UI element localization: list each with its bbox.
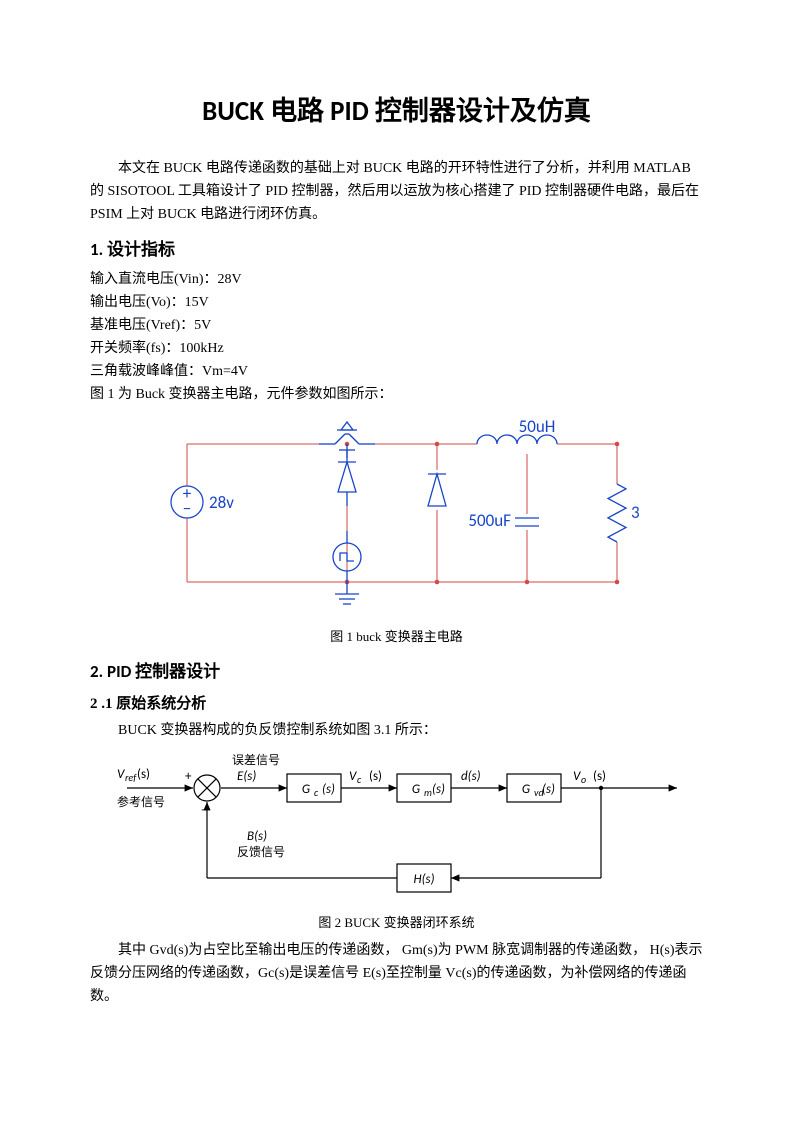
svg-text:500uF: 500uF — [468, 510, 511, 531]
bottom-paragraph: 其中 Gvd(s)为占空比至输出电压的传递函数， Gm(s)为 PWM 脉宽调制… — [90, 939, 703, 1008]
figure2-caption: 图 2 BUCK 变换器闭环系统 — [90, 912, 703, 933]
svg-text:误差信号: 误差信号 — [232, 753, 280, 768]
svg-text:(s): (s) — [137, 767, 150, 782]
section2-heading: 2. PID 控制器设计 — [90, 658, 703, 686]
svg-text:+: + — [185, 769, 192, 784]
spec-line: 三角载波峰峰值：Vm=4V — [90, 360, 703, 383]
section2-1-heading: 2 .1 原始系统分析 — [90, 692, 703, 717]
svg-text:(s): (s) — [593, 769, 606, 784]
spec-line: 图 1 为 Buck 变换器主电路，元件参数如图所示： — [90, 383, 703, 406]
svg-text:28v: 28v — [209, 492, 234, 513]
svg-text:−: − — [182, 498, 190, 519]
spec-line: 输出电压(Vo)：15V — [90, 291, 703, 314]
svg-text:c: c — [314, 786, 319, 799]
svg-text:(s): (s) — [432, 782, 445, 797]
svg-text:m: m — [424, 786, 432, 799]
svg-text:G: G — [521, 782, 529, 797]
section1-heading: 1. 设计指标 — [90, 236, 703, 264]
spec-line: 基准电压(Vref)：5V — [90, 314, 703, 337]
svg-text:ref: ref — [125, 771, 137, 784]
intro-paragraph: 本文在 BUCK 电路传递函数的基础上对 BUCK 电路的开环特性进行了分析，并… — [90, 157, 703, 226]
svg-text:参考信号: 参考信号 — [117, 794, 165, 810]
svg-text:d(s): d(s) — [461, 769, 481, 784]
svg-text:V: V — [117, 767, 125, 782]
svg-text:B(s): B(s) — [247, 829, 267, 844]
svg-text:G: G — [411, 782, 419, 797]
svg-text:(s): (s) — [322, 782, 335, 797]
section2-1-title: 原始系统分析 — [116, 696, 206, 712]
svg-text:c: c — [357, 773, 362, 786]
svg-text:V: V — [573, 769, 581, 784]
svg-text:3: 3 — [631, 502, 640, 523]
svg-text:50uH: 50uH — [518, 416, 555, 437]
svg-text:H(s): H(s) — [413, 872, 434, 887]
svg-text:G: G — [301, 782, 309, 797]
svg-text:反馈信号: 反馈信号 — [237, 845, 285, 860]
svg-text:o: o — [581, 773, 586, 786]
page: BUCK 电路 PID 控制器设计及仿真 本文在 BUCK 电路传递函数的基础上… — [0, 0, 793, 1122]
svg-text:E(s): E(s) — [237, 769, 256, 784]
svg-text:(s): (s) — [542, 782, 555, 797]
section2-1-num: 2 .1 — [90, 696, 113, 712]
figure1-circuit: +−28v50uH500uF3 — [147, 412, 647, 622]
section2-title: PID 控制器设计 — [107, 661, 220, 682]
figure1-caption: 图 1 buck 变换器主电路 — [90, 626, 703, 647]
svg-text:(s): (s) — [369, 769, 382, 784]
figure2-blockdiagram: +−Gc(s)Gm(s)Gvd(s)H(s)Vref(s)参考信号误差信号E(s… — [97, 748, 697, 908]
spec-line: 输入直流电压(Vin)：28V — [90, 268, 703, 291]
page-title: BUCK 电路 PID 控制器设计及仿真 — [90, 90, 703, 135]
section2-num: 2. — [90, 661, 103, 682]
svg-text:V: V — [349, 769, 357, 784]
section1-num: 1. — [90, 239, 103, 260]
spec-line: 开关频率(fs)：100kHz — [90, 337, 703, 360]
section2-line: BUCK 变换器构成的负反馈控制系统如图 3.1 所示： — [90, 719, 703, 742]
section1-title: 设计指标 — [107, 239, 175, 260]
